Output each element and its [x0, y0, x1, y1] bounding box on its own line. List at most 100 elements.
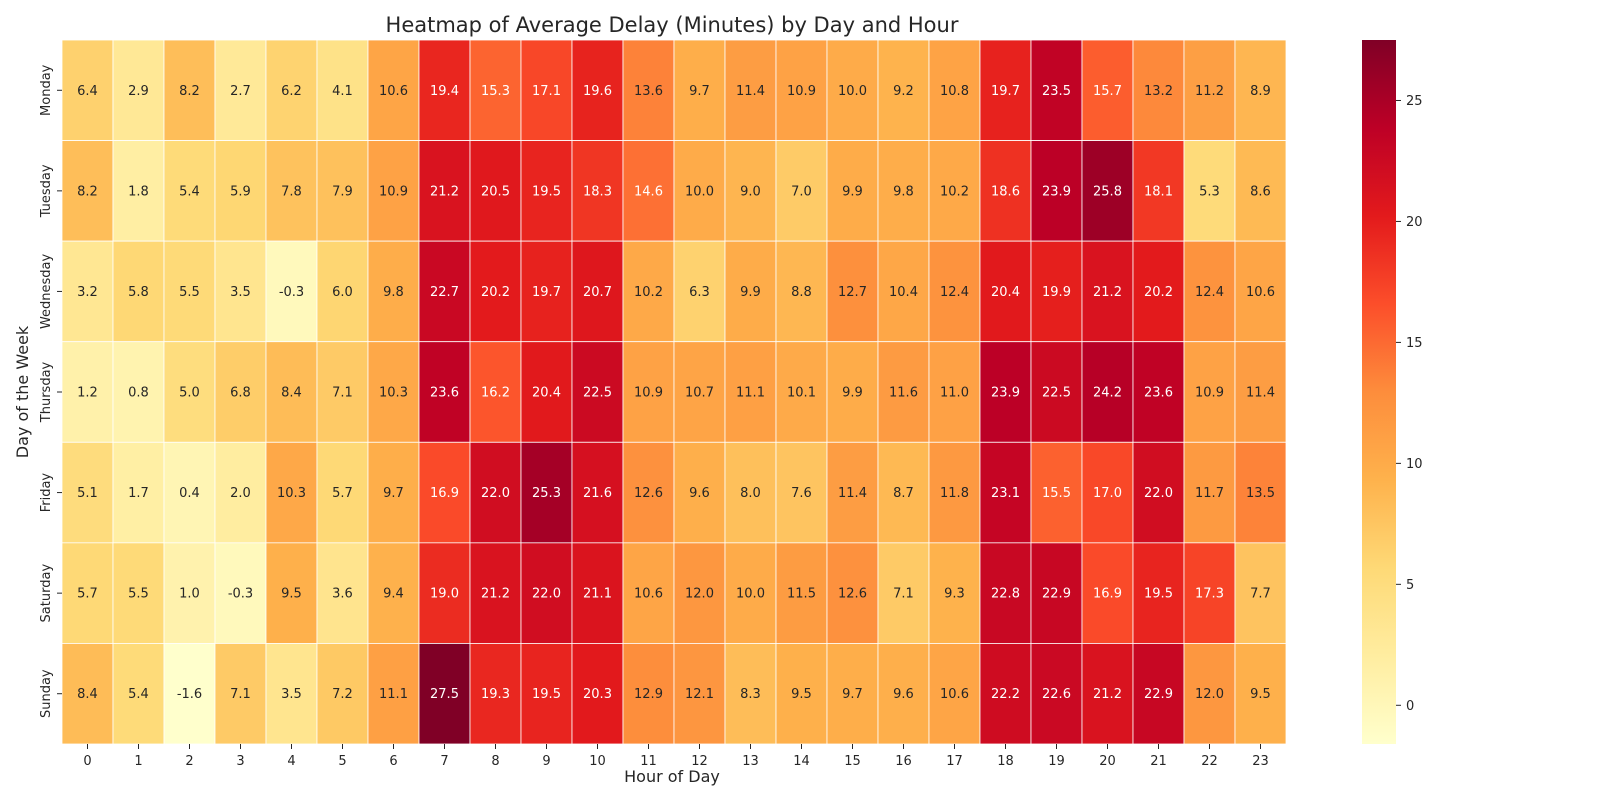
cell-value-label: 22.0 [481, 486, 510, 501]
cell-value-label: 11.7 [1195, 486, 1224, 501]
heatmap-cell [928, 643, 981, 745]
cell-value-label: 12.4 [940, 285, 969, 300]
cell-value-label: 2.7 [230, 84, 251, 99]
cell-value-label: 23.5 [1042, 84, 1071, 99]
cell-value-label: 9.7 [689, 84, 710, 99]
cell-value-label: 6.2 [281, 84, 302, 99]
heatmap-cell [418, 441, 471, 544]
cell-value-label: 11.4 [838, 486, 867, 501]
cell-value-label: 12.6 [634, 486, 663, 501]
heatmap-cell [622, 441, 675, 544]
cell-value-label: 3.5 [230, 285, 251, 300]
cell-value-label: 5.9 [230, 184, 251, 199]
heatmap-cell [1234, 643, 1287, 745]
heatmap-cell [367, 643, 420, 745]
heatmap-cell [214, 643, 267, 745]
heatmap-cell [571, 140, 624, 242]
heatmap-cell [673, 39, 726, 141]
heatmap-cell [367, 341, 420, 443]
cell-value-label: 5.4 [128, 687, 149, 702]
heatmap-cell [418, 39, 471, 141]
cell-value-label: 19.0 [430, 587, 459, 602]
cell-value-label: 22.9 [1144, 687, 1173, 702]
colorbar-tick-label: 20 [1406, 215, 1423, 230]
x-tick-label: 4 [287, 754, 295, 769]
heatmap-cell [469, 240, 522, 343]
heatmap-cell [520, 542, 573, 644]
cell-value-label: 9.2 [893, 84, 914, 99]
cell-value-label: 9.0 [740, 184, 761, 199]
y-tick-label: Saturday [39, 564, 54, 623]
x-tick-label: 18 [997, 754, 1014, 769]
heatmap-cell [163, 341, 216, 443]
heatmap-cell [673, 643, 726, 745]
cell-value-label: 15.3 [481, 84, 510, 99]
heatmap-cell [979, 441, 1032, 544]
heatmap-cell [1030, 341, 1083, 443]
heatmap-cell [826, 441, 879, 544]
heatmap-cell [112, 341, 165, 443]
heatmap-cell [418, 643, 471, 745]
heatmap-cell [61, 39, 114, 141]
colorbar-tick-label: 5 [1406, 578, 1414, 593]
heatmap-cell [1132, 542, 1185, 644]
cell-value-label: 10.2 [634, 285, 663, 300]
heatmap-cell [1132, 341, 1185, 443]
cell-value-label: 15.5 [1042, 486, 1071, 501]
cell-value-label: 22.9 [1042, 587, 1071, 602]
cell-value-label: -0.3 [228, 587, 253, 602]
cell-value-label: 10.0 [838, 84, 867, 99]
cell-value-label: -1.6 [177, 687, 202, 702]
heatmap-cell [469, 341, 522, 443]
cell-value-label: 21.2 [1093, 687, 1122, 702]
heatmap-cell [265, 140, 318, 242]
cell-value-label: 10.9 [787, 84, 816, 99]
heatmap-cell [775, 542, 828, 644]
cell-value-label: 10.8 [940, 84, 969, 99]
x-tick-label: 14 [793, 754, 810, 769]
cell-value-label: 10.6 [1246, 285, 1275, 300]
heatmap-cell [163, 643, 216, 745]
y-axis-label: Day of the Week [13, 325, 32, 458]
heatmap-cell [163, 39, 216, 141]
heatmap-cell [469, 542, 522, 644]
heatmap-cell [724, 643, 777, 745]
heatmap-cell [1081, 39, 1134, 141]
heatmap-cell [1234, 341, 1287, 443]
cell-value-label: 10.1 [787, 386, 816, 401]
cell-value-label: 19.7 [532, 285, 561, 300]
cell-value-label: 22.0 [1144, 486, 1173, 501]
cell-value-label: 9.8 [383, 285, 404, 300]
cell-value-label: 10.9 [1195, 386, 1224, 401]
cell-value-label: 11.1 [736, 386, 765, 401]
heatmap-cell [928, 140, 981, 242]
cell-value-label: 9.5 [791, 687, 812, 702]
heatmap-cell [316, 643, 369, 745]
heatmap-cell [673, 240, 726, 343]
cell-value-label: 20.5 [481, 184, 510, 199]
cell-value-label: 10.6 [940, 687, 969, 702]
cell-value-label: 17.0 [1093, 486, 1122, 501]
cell-value-label: 22.7 [430, 285, 459, 300]
cell-value-label: 8.0 [740, 486, 761, 501]
cell-value-label: 6.4 [77, 84, 98, 99]
x-tick-label: 13 [742, 754, 759, 769]
cell-value-label: 9.6 [689, 486, 710, 501]
x-axis: 0 1 2 3 4 5 6 7 8 9 10 11 12 13 14 15 16 17 18 19 20 21 22 23 [83, 744, 1269, 769]
cell-value-label: 20.2 [1144, 285, 1173, 300]
heatmap-cell [826, 240, 879, 343]
heatmap-cell [877, 341, 930, 443]
cell-value-label: 14.6 [634, 184, 663, 199]
cell-value-label: 3.2 [77, 285, 98, 300]
cell-value-label: 7.6 [791, 486, 812, 501]
cell-value-label: 20.4 [991, 285, 1020, 300]
cell-value-label: 7.2 [332, 687, 353, 702]
cell-value-label: 23.6 [430, 386, 459, 401]
heatmap-cell [1183, 643, 1236, 745]
x-tick-label: 23 [1252, 754, 1269, 769]
colorbar-gradient [1362, 40, 1396, 744]
cell-value-label: 19.5 [532, 687, 561, 702]
cell-value-label: 12.4 [1195, 285, 1224, 300]
x-tick-label: 1 [134, 754, 142, 769]
heatmap-cell [214, 341, 267, 443]
